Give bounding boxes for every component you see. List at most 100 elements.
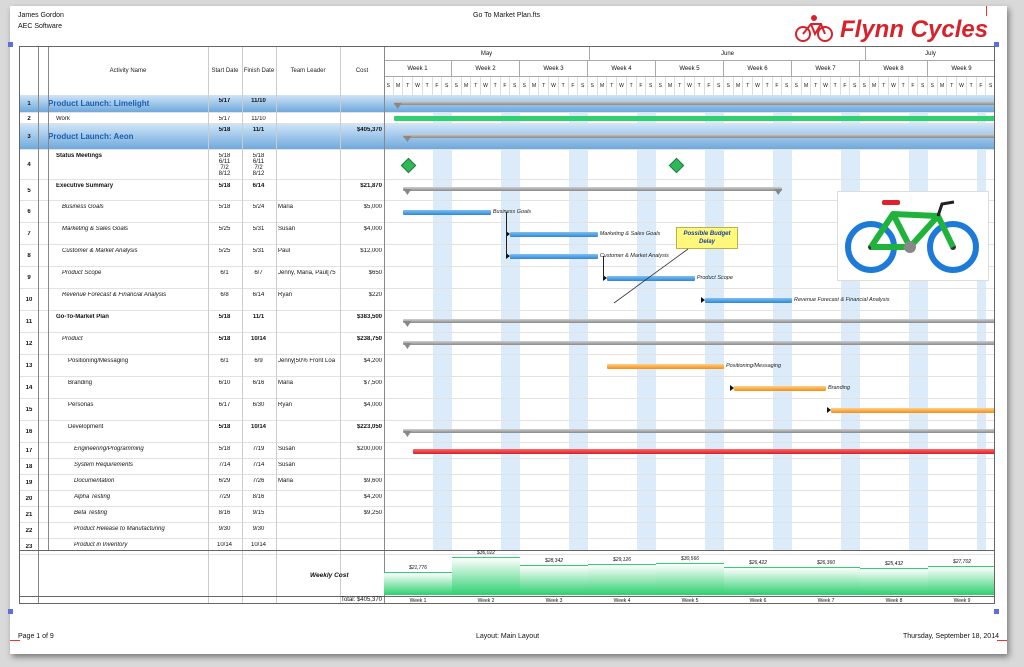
- cell-finish[interactable]: 9/30: [252, 526, 265, 532]
- cell-finish[interactable]: 6/14: [252, 292, 265, 298]
- cell-cost[interactable]: $9,600: [363, 478, 382, 484]
- cell-finish[interactable]: 6/9: [254, 358, 263, 364]
- cell-start[interactable]: 6/10: [218, 380, 231, 386]
- cell-start[interactable]: 5/17: [218, 98, 231, 104]
- cell-start[interactable]: 5/18: [218, 314, 231, 320]
- cell-start[interactable]: 5/18: [218, 183, 231, 189]
- cell-start[interactable]: 9/30: [218, 526, 231, 532]
- activity-name[interactable]: Product Launch: Aeon: [48, 132, 134, 141]
- cell-start[interactable]: 6/8: [220, 292, 229, 298]
- task-bar[interactable]: [510, 254, 598, 259]
- cell-start[interactable]: 7/14: [218, 462, 231, 468]
- activity-name[interactable]: Product Scope: [62, 270, 102, 276]
- histogram-bar[interactable]: [588, 564, 656, 595]
- table-row[interactable]: 10 Revenue Forecast & Financial Analysis 6…: [20, 289, 994, 311]
- activity-name[interactable]: Beta Testing: [74, 510, 108, 516]
- cell-finish[interactable]: 7/14: [252, 462, 265, 468]
- table-row[interactable]: 18 System Requirements 7/14 7/14 Susan: [20, 459, 994, 475]
- cell-finish[interactable]: 11/1: [252, 127, 265, 133]
- cell-leader[interactable]: Ryan: [278, 402, 293, 408]
- activity-name[interactable]: Engineering/Programming: [74, 446, 144, 452]
- histogram-bar[interactable]: [520, 565, 588, 595]
- col-cost[interactable]: Cost: [355, 68, 369, 74]
- cell-leader[interactable]: Susan: [278, 446, 296, 452]
- activity-name[interactable]: Work: [56, 116, 70, 122]
- cell-finish[interactable]: 11/10: [251, 116, 266, 122]
- histogram-bar[interactable]: [860, 568, 928, 595]
- summary-bar[interactable]: [403, 187, 783, 191]
- cell-leader[interactable]: Susan: [278, 226, 296, 232]
- cell-finish[interactable]: 5/18 6/11 7/2 8/12: [252, 153, 265, 177]
- activity-name[interactable]: System Requirements: [74, 462, 134, 468]
- activity-name[interactable]: Alpha Testing: [74, 494, 111, 500]
- cell-start[interactable]: 5/17: [218, 116, 231, 122]
- resize-handle[interactable]: [8, 609, 13, 614]
- table-row[interactable]: 5 Executive Summary 5/18 6/14 $21,870: [20, 180, 994, 201]
- col-leader[interactable]: Team Leader: [290, 68, 326, 74]
- cell-start[interactable]: 5/18: [218, 446, 231, 452]
- work-bar[interactable]: [393, 116, 994, 121]
- task-bar[interactable]: [607, 276, 695, 281]
- cell-cost[interactable]: $405,370: [356, 127, 382, 133]
- activity-name[interactable]: Go-To-Market Plan: [56, 314, 109, 320]
- cell-cost[interactable]: $4,000: [363, 226, 382, 232]
- cell-cost[interactable]: $238,750: [356, 336, 382, 342]
- cell-start[interactable]: 7/29: [218, 494, 231, 500]
- histogram-bar[interactable]: [792, 567, 860, 595]
- cell-leader[interactable]: Maria: [278, 380, 294, 386]
- table-row[interactable]: 15 Personas 6/17 6/30 Ryan $4,000: [20, 399, 994, 421]
- cell-finish[interactable]: 10/14: [250, 336, 266, 342]
- activity-name[interactable]: Product: [62, 336, 83, 342]
- task-bar[interactable]: [510, 232, 598, 237]
- cell-cost[interactable]: $223,050: [356, 424, 382, 430]
- table-row[interactable]: 13 Positioning/Messaging 6/1 6/9 Jenny[50% F…: [20, 355, 994, 377]
- cell-start[interactable]: 6/1: [220, 270, 229, 276]
- cell-start[interactable]: 5/18: [218, 336, 231, 342]
- activity-name[interactable]: Development: [68, 424, 104, 430]
- callout-note[interactable]: Possible Budget Delay: [676, 227, 738, 249]
- cell-cost[interactable]: $383,500: [356, 314, 382, 320]
- cell-cost[interactable]: $4,000: [363, 402, 382, 408]
- cell-leader[interactable]: Susan: [278, 462, 296, 468]
- cell-finish[interactable]: 5/31: [252, 248, 265, 254]
- cell-leader[interactable]: Jenny, Maria, Paul[75: [278, 270, 336, 276]
- activity-name[interactable]: Status Meetings: [56, 153, 103, 159]
- cell-finish[interactable]: 10/14: [250, 542, 266, 548]
- activity-name[interactable]: Customer & Market Analysis: [62, 248, 138, 254]
- milestone-icon[interactable]: [668, 157, 684, 174]
- cell-finish[interactable]: 9/15: [252, 510, 265, 516]
- table-row[interactable]: 17 Engineering/Programming 5/18 7/19 Susan $2…: [20, 443, 994, 459]
- cell-finish[interactable]: 6/14: [252, 183, 265, 189]
- cell-finish[interactable]: 7/26: [252, 478, 265, 484]
- summary-bar[interactable]: [403, 429, 994, 433]
- cell-finish[interactable]: 5/24: [252, 204, 265, 210]
- table-row[interactable]: 14 Branding 6/10 6/16 Maria $7,500: [20, 377, 994, 399]
- table-row[interactable]: 16 Development 5/18 10/14 $223,050: [20, 421, 994, 443]
- activity-name[interactable]: Branding: [68, 380, 93, 386]
- histogram-bar[interactable]: [928, 566, 994, 595]
- cell-cost[interactable]: $5,000: [363, 204, 382, 210]
- cell-start[interactable]: 5/18: [218, 204, 231, 210]
- cell-cost[interactable]: $7,500: [363, 380, 382, 386]
- summary-bar[interactable]: [403, 341, 994, 345]
- cell-finish[interactable]: 8/16: [252, 494, 265, 500]
- engineering-bar[interactable]: [413, 449, 994, 454]
- table-row[interactable]: 23 Product in Inventory 10/14 10/14: [20, 539, 994, 555]
- cell-start[interactable]: 5/18 6/11 7/2 8/12: [218, 153, 231, 177]
- table-row[interactable]: 12 Product 5/18 10/14 $238,750: [20, 333, 994, 355]
- task-bar[interactable]: [733, 386, 826, 391]
- cell-leader[interactable]: Jenny[50% Front Loa: [278, 358, 336, 364]
- task-bar[interactable]: [403, 210, 491, 215]
- activity-name[interactable]: Revenue Forecast & Financial Analysis: [62, 292, 167, 298]
- activity-name[interactable]: Business Goals: [62, 204, 104, 210]
- summary-bar[interactable]: [403, 319, 994, 323]
- histogram-bar[interactable]: [452, 557, 520, 595]
- cell-start[interactable]: 6/17: [218, 402, 231, 408]
- activity-name[interactable]: Product in Inventory: [74, 542, 128, 548]
- table-row[interactable]: 11 Go-To-Market Plan 5/18 11/1 $383,500: [20, 311, 994, 333]
- cell-start[interactable]: 6/1: [220, 358, 229, 364]
- table-row[interactable]: 2 Work 5/17 11/10: [20, 113, 994, 124]
- cell-cost[interactable]: $4,200: [363, 358, 382, 364]
- cell-cost[interactable]: $220: [368, 292, 382, 298]
- cell-cost[interactable]: $21,870: [360, 183, 382, 189]
